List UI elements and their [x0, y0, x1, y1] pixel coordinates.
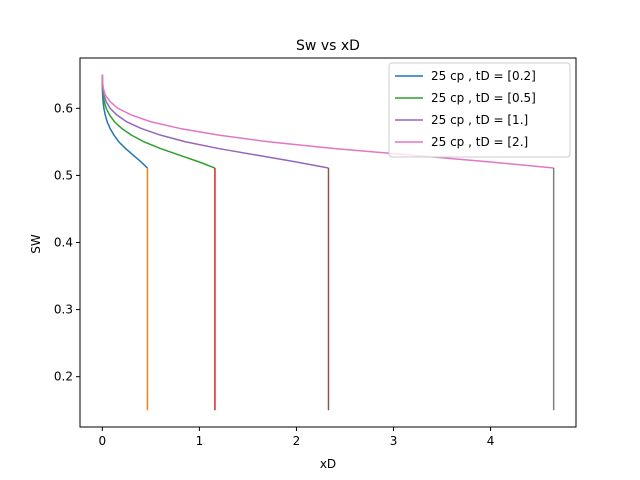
legend-entry-label: 25 cp , tD = [0.2]: [431, 69, 536, 83]
x-tick-label: 2: [293, 434, 301, 448]
legend: 25 cp , tD = [0.2] 25 cp , tD = [0.5] 25 c…: [388, 62, 571, 158]
y-axis-label: SW: [29, 234, 43, 254]
y-tick-label: 0.5: [54, 168, 73, 182]
x-axis: 0 1 2 3 4: [99, 427, 495, 448]
x-tick-label: 4: [487, 434, 495, 448]
x-tick-label: 0: [99, 434, 107, 448]
x-tick-label: 3: [390, 434, 398, 448]
legend-box: [388, 62, 571, 158]
x-tick-label: 1: [196, 434, 204, 448]
series-line-5: [101, 74, 329, 169]
y-tick-label: 0.6: [54, 101, 73, 115]
legend-entry-label: 25 cp , tD = [2.]: [431, 135, 528, 149]
y-tick-label: 0.3: [54, 303, 73, 317]
x-axis-label: xD: [320, 457, 336, 471]
legend-entry-label: 25 cp , tD = [0.5]: [431, 91, 536, 105]
y-axis: 0.2 0.3 0.4 0.5 0.6: [54, 101, 80, 384]
legend-entry-label: 25 cp , tD = [1.]: [431, 113, 528, 127]
series-line-7: [101, 74, 554, 169]
chart-title: Sw vs xD: [296, 38, 360, 54]
y-tick-label: 0.4: [54, 236, 73, 250]
y-tick-label: 0.2: [54, 370, 73, 384]
